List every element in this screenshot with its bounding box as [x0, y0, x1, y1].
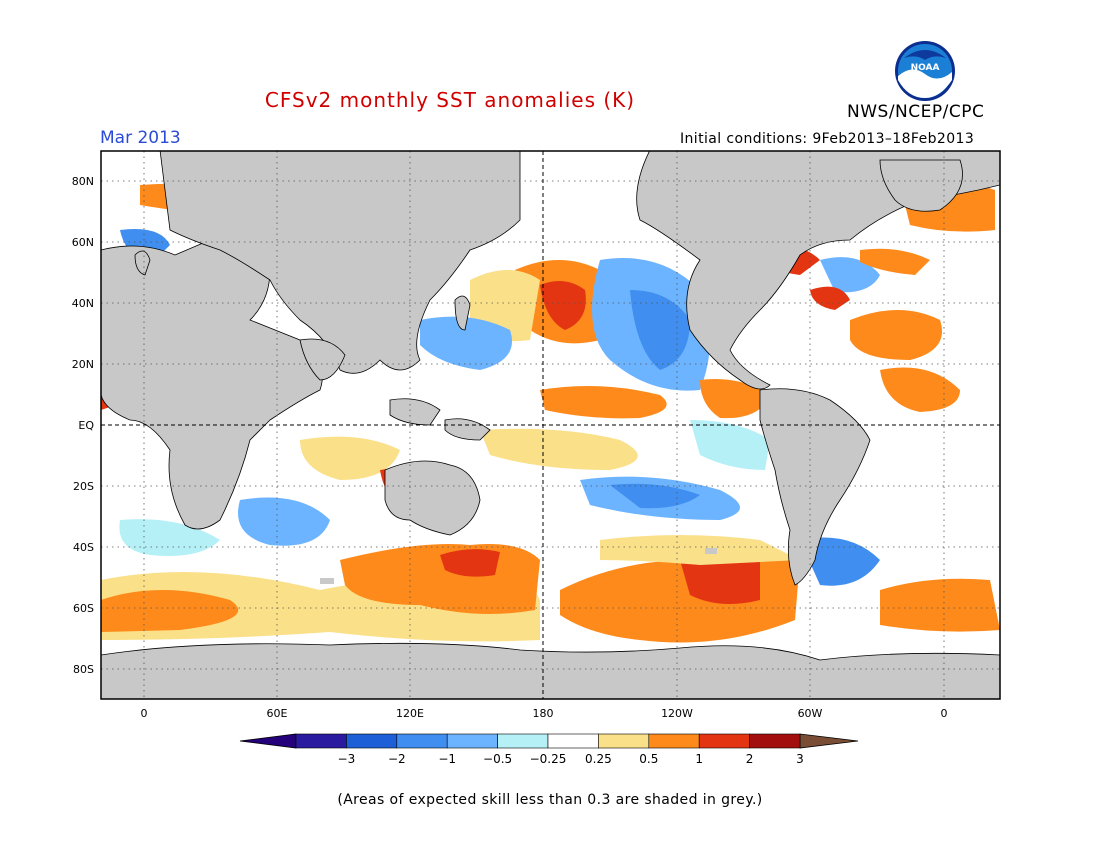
forecast-month: Mar 2013 [100, 128, 181, 148]
colorbar-box [648, 733, 700, 749]
colorbar-label: 2 [746, 752, 754, 766]
colorbar-label: −2 [388, 752, 406, 766]
longitude-axis: 0 60E 120E 180 120W 60W 0 [141, 707, 948, 720]
map-title: CFSv2 monthly SST anomalies (K) [264, 88, 636, 112]
initial-conditions: Initial conditions: 9Feb2013–18Feb2013 [680, 131, 975, 147]
lon-label: 0 [141, 707, 148, 720]
colorbar-label: −3 [338, 752, 356, 766]
lon-label: 120E [396, 707, 424, 720]
lat-label: 20N [72, 358, 94, 371]
colorbar-box [295, 733, 347, 749]
lat-label: 80N [72, 175, 94, 188]
lon-label: 120W [661, 707, 693, 720]
colorbar-box [346, 733, 398, 749]
colorbar-box [547, 733, 599, 749]
colorbar-label: 3 [796, 752, 804, 766]
lon-label: 180 [533, 707, 554, 720]
logo-text: NOAA [911, 63, 940, 73]
colorbar-label: −1 [438, 752, 456, 766]
colorbar-box [598, 733, 650, 749]
map-frame [100, 150, 1001, 700]
latitude-axis: 80N 60N 40N 20N EQ 20S 40S 60S 80S [72, 175, 95, 676]
lat-label: 60S [73, 602, 94, 615]
lon-label: 0 [941, 707, 948, 720]
colorbar: −3 −2 −1 −0.5 −0.25 0.25 0.5 1 2 3 [239, 733, 859, 766]
lon-label: 60W [798, 707, 823, 720]
landmasses [101, 151, 1000, 699]
colorbar-box [698, 733, 750, 749]
colorbar-label: −0.25 [530, 752, 567, 766]
noaa-logo: NOAA [895, 41, 955, 101]
lon-label: 60E [267, 707, 288, 720]
lat-label: 20S [73, 480, 94, 493]
lat-label: EQ [78, 419, 94, 432]
colorbar-over-arrow [799, 733, 859, 749]
colorbar-label: 1 [695, 752, 703, 766]
lat-label: 80S [73, 663, 94, 676]
colorbar-box [396, 733, 448, 749]
low-skill-patches [320, 548, 717, 663]
colorbar-box [446, 733, 498, 749]
lat-label: 40S [73, 541, 94, 554]
gridlines [101, 151, 1000, 699]
agency-label: NWS/NCEP/CPC [847, 102, 985, 122]
colorbar-under-arrow [239, 733, 297, 749]
colorbar-label: −0.5 [483, 752, 512, 766]
colorbar-box [497, 733, 549, 749]
colorbar-label: 0.25 [585, 752, 612, 766]
lat-label: 40N [72, 297, 94, 310]
colorbar-label: 0.5 [639, 752, 658, 766]
colorbar-box [749, 733, 801, 749]
skill-footnote: (Areas of expected skill less than 0.3 a… [337, 792, 763, 808]
lat-label: 60N [72, 236, 94, 249]
reference-lines [101, 151, 1000, 699]
